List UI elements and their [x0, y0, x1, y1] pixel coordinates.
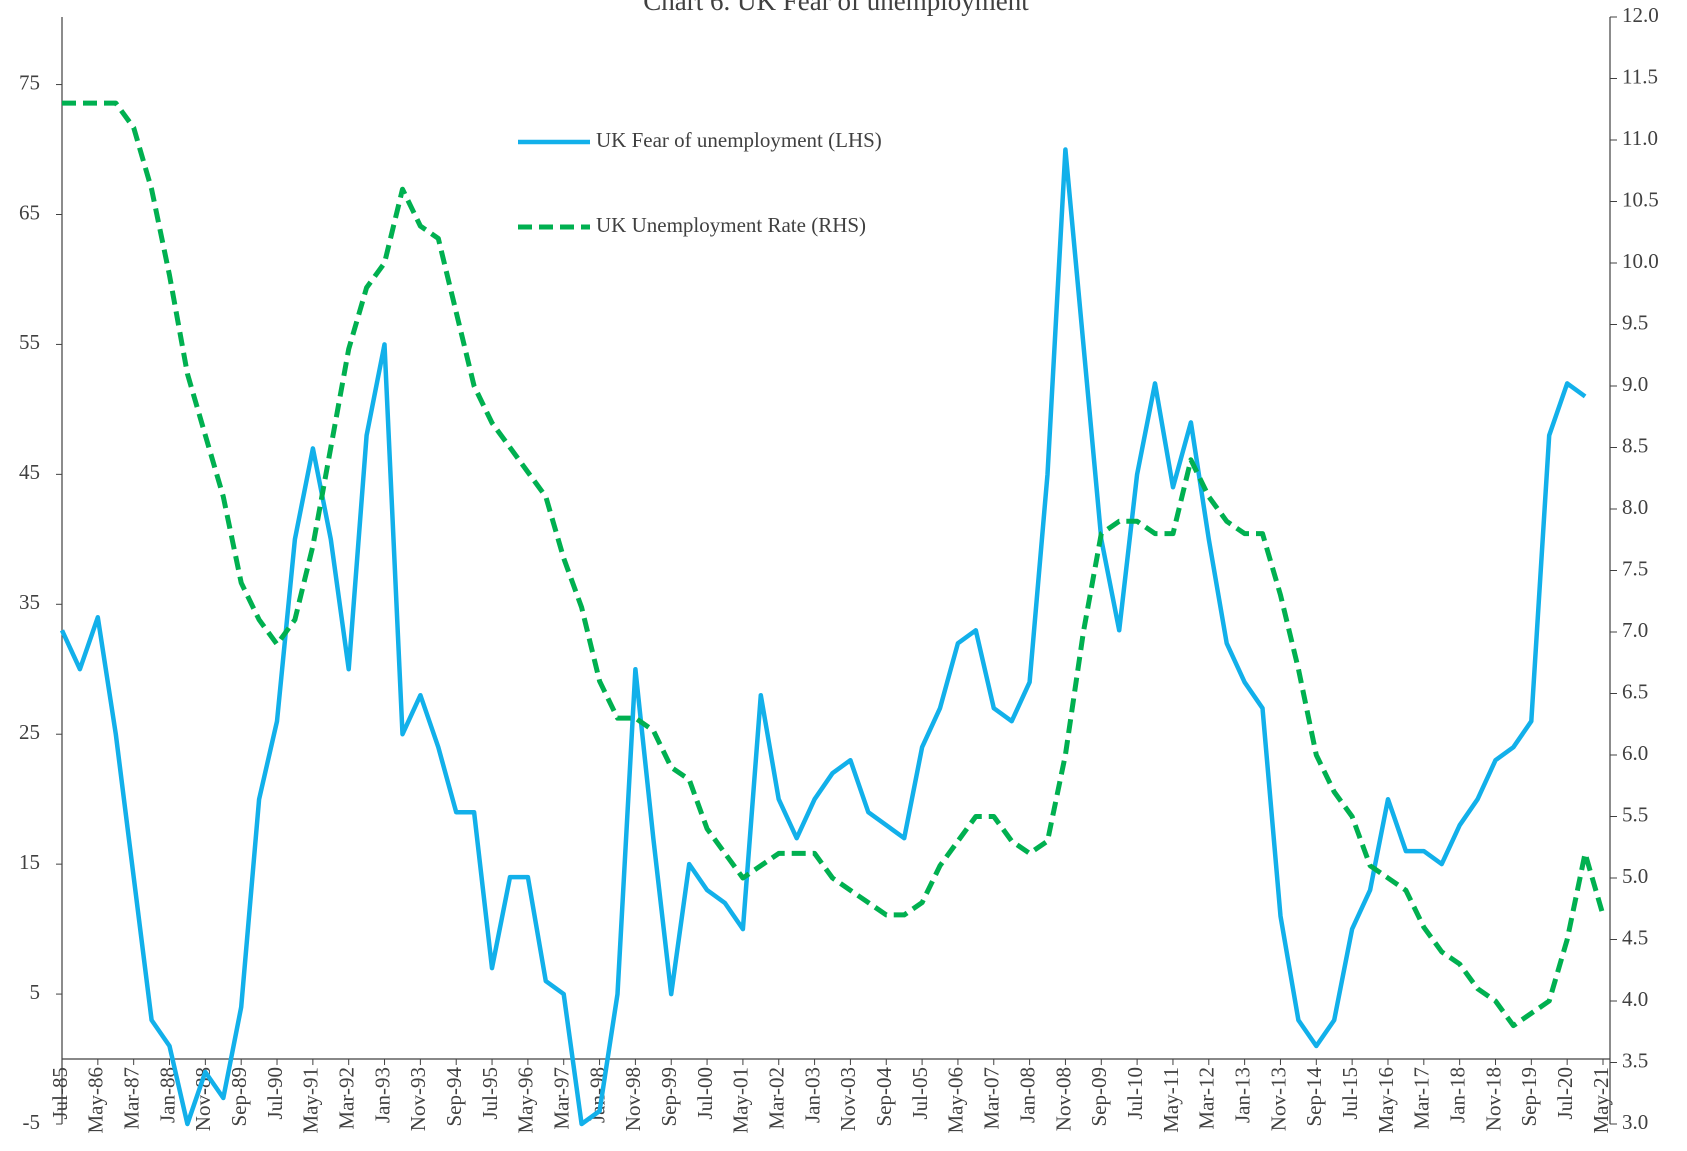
x-tick-label: Sep-19 — [1517, 1067, 1541, 1127]
x-tick-label: Sep-94 — [442, 1067, 466, 1127]
x-tick-label: Nov-13 — [1266, 1067, 1290, 1131]
x-tick-label: Jul-85 — [48, 1067, 72, 1120]
y-tick-label: 35 — [19, 590, 40, 614]
x-tick-label: Mar-97 — [550, 1067, 574, 1130]
x-tick-label: Sep-14 — [1302, 1067, 1326, 1127]
x-tick-label: May-11 — [1159, 1067, 1183, 1133]
x-tick-label: May-21 — [1589, 1067, 1613, 1134]
y2-tick-label: 5.0 — [1622, 864, 1648, 888]
y-tick-label: 45 — [19, 460, 40, 484]
x-tick-label: Nov-98 — [621, 1067, 645, 1131]
x-tick-label: May-16 — [1374, 1067, 1398, 1134]
x-tick-label: May-01 — [729, 1067, 753, 1134]
y2-tick-label: 9.0 — [1622, 372, 1648, 396]
y2-tick-label: 7.5 — [1622, 556, 1648, 580]
y2-tick-label: 3.5 — [1622, 1048, 1648, 1072]
x-tick-label: Mar-02 — [765, 1067, 789, 1130]
x-tick-label: May-86 — [84, 1067, 108, 1134]
x-tick-label: May-91 — [299, 1067, 323, 1134]
x-tick-label: Nov-93 — [406, 1067, 430, 1131]
y2-tick-label: 9.5 — [1622, 310, 1648, 334]
x-tick-label: Jul-15 — [1338, 1067, 1362, 1120]
y2-tick-label: 10.5 — [1622, 187, 1659, 211]
x-tick-label: Sep-89 — [227, 1067, 251, 1127]
x-tick-label: Nov-03 — [836, 1067, 860, 1131]
x-tick-label: Sep-04 — [872, 1067, 896, 1127]
x-tick-label: Mar-17 — [1410, 1067, 1434, 1130]
y2-tick-label: 7.0 — [1622, 618, 1648, 642]
legend-label: UK Unemployment Rate (RHS) — [596, 213, 866, 237]
y2-tick-label: 8.0 — [1622, 495, 1648, 519]
x-tick-label: Jul-05 — [908, 1067, 932, 1120]
y2-tick-label: 11.0 — [1622, 126, 1658, 150]
x-tick-label: Nov-08 — [1051, 1067, 1075, 1131]
x-tick-label: Jul-95 — [478, 1067, 502, 1120]
y2-tick-label: 11.5 — [1622, 64, 1658, 88]
y-tick-label: 25 — [19, 720, 40, 744]
x-tick-label: Mar-92 — [335, 1067, 359, 1130]
y-tick-label: 75 — [19, 70, 40, 94]
x-tick-label: Jul-20 — [1553, 1067, 1577, 1120]
x-tick-label: Jul-00 — [693, 1067, 717, 1120]
y-tick-label: 5 — [30, 980, 41, 1004]
y-tick-label: 55 — [19, 330, 40, 354]
y2-tick-label: 12.0 — [1622, 3, 1659, 27]
x-tick-label: Jan-18 — [1445, 1067, 1469, 1123]
x-tick-label: Jan-13 — [1230, 1067, 1254, 1123]
y2-tick-label: 6.0 — [1622, 741, 1648, 765]
x-tick-label: Sep-09 — [1087, 1067, 1111, 1127]
y-tick-label: 65 — [19, 200, 40, 224]
y2-tick-label: 5.5 — [1622, 802, 1648, 826]
series-line — [62, 100, 1606, 1029]
chart-title: Chart 6. UK Fear of unemployment — [643, 0, 1029, 16]
x-tick-label: Nov-18 — [1481, 1067, 1505, 1131]
x-tick-label: Jan-03 — [800, 1067, 824, 1123]
x-tick-label: Mar-07 — [980, 1067, 1004, 1130]
y2-tick-label: 10.0 — [1622, 249, 1659, 273]
x-tick-label: May-96 — [514, 1067, 538, 1134]
y-tick-label: 15 — [19, 850, 40, 874]
y2-tick-label: 6.5 — [1622, 679, 1648, 703]
x-tick-label: Jan-08 — [1015, 1067, 1039, 1123]
x-tick-label: Sep-99 — [657, 1067, 681, 1127]
y-tick-label: -5 — [23, 1110, 41, 1134]
y2-tick-label: 8.5 — [1622, 433, 1648, 457]
series-line — [59, 147, 1587, 1127]
x-tick-label: Jul-10 — [1123, 1067, 1147, 1120]
x-tick-label: Jul-90 — [263, 1067, 287, 1120]
legend-label: UK Fear of unemployment (LHS) — [596, 128, 882, 152]
x-tick-label: Mar-87 — [119, 1067, 143, 1130]
x-tick-label: Jan-93 — [370, 1067, 394, 1123]
y2-tick-label: 4.0 — [1622, 987, 1648, 1011]
x-tick-label: May-06 — [944, 1067, 968, 1134]
y2-tick-label: 3.0 — [1622, 1110, 1648, 1134]
y2-tick-label: 4.5 — [1622, 925, 1648, 949]
x-tick-label: Mar-12 — [1195, 1067, 1219, 1130]
